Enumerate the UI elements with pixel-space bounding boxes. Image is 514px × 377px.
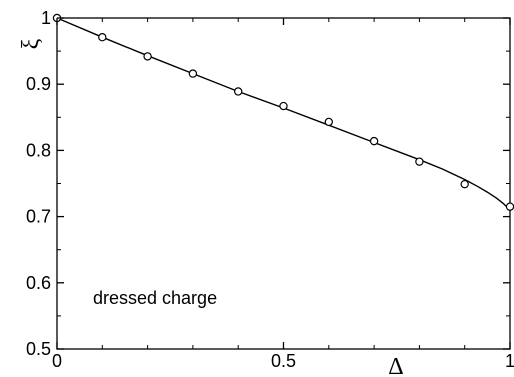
y-axis-label: ξ xyxy=(18,38,44,49)
data-point xyxy=(369,136,379,146)
theory-curve xyxy=(56,17,511,211)
x-tick-label: 0 xyxy=(52,351,62,371)
data-point xyxy=(143,52,152,61)
x-axis-label: Δ xyxy=(388,354,403,377)
y-tick-label: 0.8 xyxy=(26,140,51,160)
data-point xyxy=(188,69,198,78)
x-tick-label: 0.5 xyxy=(271,351,296,371)
y-tick-label: 1 xyxy=(41,8,51,28)
annotation-label: dressed charge xyxy=(93,288,217,308)
y-tick-label: 0.9 xyxy=(26,74,51,94)
y-tick-label: 0.5 xyxy=(26,339,51,359)
data-point xyxy=(279,101,288,111)
y-tick-label: 0.7 xyxy=(26,207,51,227)
ticks-layer: 0 0.5 10.50.60.70.80.91 xyxy=(26,8,514,371)
data-point xyxy=(415,157,424,166)
points-layer xyxy=(52,13,514,211)
data-point xyxy=(98,32,107,42)
data-point xyxy=(505,202,514,211)
data-point xyxy=(324,117,333,127)
curve-layer xyxy=(56,17,511,211)
x-tick-label: 1 xyxy=(505,351,514,371)
y-tick-label: 0.6 xyxy=(26,273,51,293)
data-point xyxy=(460,179,469,189)
data-point xyxy=(233,87,243,96)
